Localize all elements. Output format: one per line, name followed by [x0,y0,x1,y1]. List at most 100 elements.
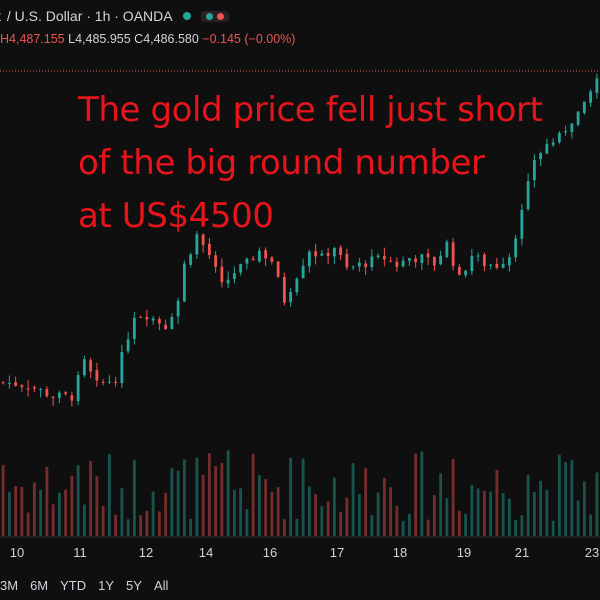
period-ytd[interactable]: YTD [60,578,87,593]
volume-bar [270,491,274,536]
volume-bar [101,505,105,536]
volume-bar [476,488,480,536]
volume-bar [182,459,186,536]
ohlc-change: −0.145 (−0.00%) [202,32,296,46]
candle-body [239,264,243,273]
volume-bar [507,498,511,536]
volume-bar [1,464,5,536]
volume-bar [226,450,230,536]
volume-bar [45,466,49,536]
candle-body [114,381,118,383]
volume-bar [145,510,149,536]
period-6m[interactable]: 6M [30,578,49,593]
volume-bar [232,489,236,536]
volume-bar [220,462,224,536]
volume-bar [39,489,43,536]
volume-bar [351,463,355,536]
volume-bar [401,520,405,536]
candle-body [526,181,530,210]
volume-bar [514,519,518,536]
candle-body [14,382,18,386]
candle-body [170,316,174,330]
x-tick-label: 19 [457,545,471,560]
ohlc-high: H4,487.155 [0,32,65,46]
candle-body [576,111,580,125]
candle-body [207,243,211,256]
volume-bar [57,492,61,536]
candle-body [582,101,586,113]
symbol-header: t / U.S. Dollar · 1h · OANDA [0,4,229,28]
volume-bar [432,495,436,536]
candle-body [545,143,549,154]
x-tick-label: 18 [393,545,407,560]
volume-bar [70,475,74,536]
candle-body [314,251,318,257]
volume-bar [426,519,430,536]
candle-body [464,270,468,276]
volume-bar [382,478,386,536]
candle-body [51,396,55,398]
volume-bar [164,492,168,536]
candle-body [132,317,136,339]
volume-bar [345,497,349,536]
candle-body [295,278,299,293]
indicator-toggle-icon[interactable] [200,10,229,22]
candle-body [420,254,424,263]
volume-bar [276,487,280,536]
candle-body [382,255,386,260]
period-5y[interactable]: 5Y [126,578,142,593]
x-tick-label: 17 [330,545,344,560]
candle-body [182,263,186,302]
volume-bar [151,491,155,536]
period-1y[interactable]: 1Y [98,578,115,593]
candle-body [551,142,555,146]
candle-body [151,318,155,321]
candle-body [139,316,143,318]
candle-body [189,254,193,265]
period-3m[interactable]: 3M [0,578,19,593]
volume-bar [557,454,561,536]
candles-layer [1,73,599,407]
volume-bar [407,514,411,536]
candle-body [395,261,399,267]
candle-body [39,389,43,391]
candle-body [45,388,49,397]
volume-bar [214,465,218,536]
candle-body [89,360,93,372]
volume-bar [501,493,505,536]
candle-body [26,388,30,390]
candle-body [326,252,330,256]
candle-body [1,382,5,384]
volume-bar [532,492,536,536]
candle-body [432,256,436,266]
candle-body [82,359,86,376]
volume-bar [76,465,80,536]
candle-body [445,241,449,258]
symbol-pair[interactable]: / U.S. Dollar · 1h · OANDA [6,8,173,24]
volume-bar [464,513,468,536]
candle-body [145,317,149,320]
volume-bar [264,479,268,536]
period-selector: 3M 6M YTD 1Y 5Y All [0,578,180,593]
volume-bar [114,514,118,536]
volume-bar [95,476,99,536]
volume-bar [64,489,68,536]
volume-bar [132,460,136,536]
volume-bar [376,492,380,536]
volume-bar [282,519,286,536]
x-tick-label: 16 [263,545,277,560]
candle-body [276,261,280,277]
ohlc-low: L4,485.955 [68,32,131,46]
volume-bar [51,504,55,536]
candle-body [220,266,224,283]
volume-bar [445,498,449,536]
x-axis-ticks: 10 11 12 14 16 17 18 19 21 23 [10,545,599,560]
volume-bar [570,460,574,536]
volume-bar [489,491,493,536]
x-tick-label: 11 [73,545,87,560]
x-tick-label: 23 [585,545,599,560]
volume-bar [582,481,586,536]
candle-body [557,133,561,143]
period-all[interactable]: All [153,578,169,593]
